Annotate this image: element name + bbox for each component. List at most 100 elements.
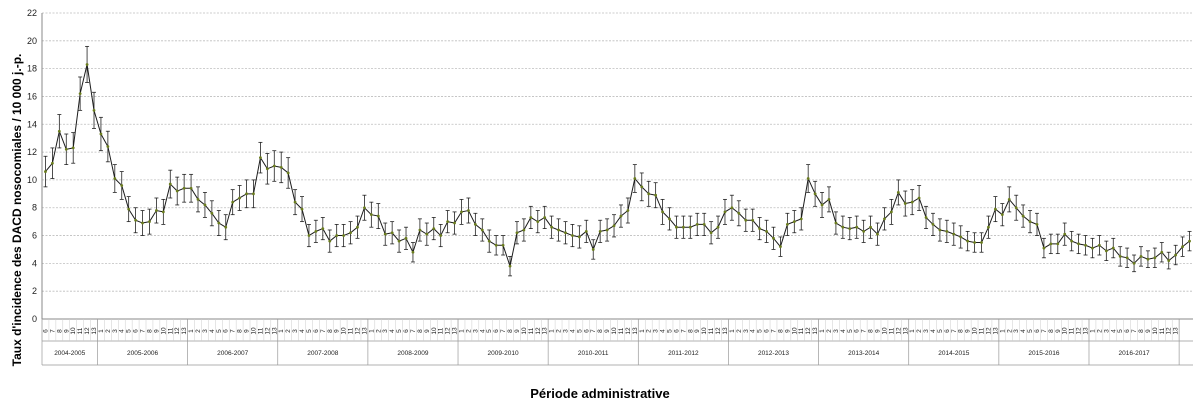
period-tick-label: 11 [1069,327,1076,334]
period-tick-label: 2 [556,329,563,333]
data-point [1049,242,1053,246]
period-tick-label: 5 [667,329,674,333]
period-tick-label: 6 [1034,329,1041,333]
data-point [1056,242,1060,246]
period-tick-label: 8 [687,329,694,333]
period-tick-label: 2 [916,329,923,333]
period-tick-label: 6 [583,329,590,333]
data-point [141,221,144,225]
y-tick-label: 12 [27,147,37,157]
data-point [1028,220,1032,224]
data-point [661,210,664,214]
data-point [827,197,831,201]
data-point [71,146,75,150]
period-tick-label: 8 [1138,329,1145,333]
data-point [460,210,463,214]
data-point [931,223,935,226]
period-tick-label: 12 [264,327,271,335]
data-point [688,225,692,229]
data-point [480,228,484,232]
data-point [168,182,172,186]
period-tick-label: 3 [202,329,209,333]
year-label: 2014-2015 [938,350,969,357]
period-tick-label: 7 [500,329,507,333]
period-tick-label: 4 [930,329,937,333]
period-tick-label: 1 [819,329,826,333]
data-point [1091,246,1094,250]
period-tick-label: 5 [1027,329,1034,333]
data-point [508,264,512,268]
period-tick-label: 2 [105,329,112,333]
period-tick-label: 5 [306,329,313,333]
period-tick-label: 3 [112,329,119,333]
data-point [335,234,339,237]
period-tick-label: 13 [812,327,819,335]
period-tick-label: 5 [847,329,854,333]
period-tick-label: 7 [410,329,417,333]
data-point [106,145,110,148]
data-point [252,192,255,196]
data-point [758,227,762,230]
period-tick-label: 12 [1166,327,1173,335]
data-point [993,207,997,211]
year-label: 2005-2006 [127,350,158,357]
year-label: 2004-2005 [54,350,85,357]
period-tick-label: 10 [160,327,167,335]
period-tick-label: 12 [174,327,181,335]
period-tick-label: 2 [195,329,202,333]
period-tick-label: 6 [493,329,500,333]
y-tick-label: 8 [32,203,37,213]
y-tick-label: 22 [27,8,37,18]
period-tick-label: 9 [244,329,251,333]
period-tick-label: 4 [389,329,396,333]
period-tick-label: 5 [126,329,133,333]
period-tick-label: 4 [119,329,126,333]
year-label: 2007-2008 [307,350,338,357]
data-point [987,225,990,229]
period-tick-label: 13 [722,327,729,335]
data-point [473,223,477,226]
period-tick-label: 12 [84,327,91,335]
period-tick-label: 11 [888,327,895,334]
data-point [619,214,623,218]
data-point [487,239,491,243]
data-point [564,231,567,235]
period-tick-label: 9 [334,329,341,333]
data-point [522,228,526,232]
period-tick-label: 10 [70,327,77,335]
data-point [425,232,429,236]
data-point [293,200,297,204]
data-point [973,241,976,244]
period-tick-label: 1 [188,329,195,333]
data-point [980,241,983,244]
data-point [224,225,228,229]
data-point [910,200,914,204]
data-point [279,165,283,169]
period-tick-label: 4 [569,329,576,333]
period-tick-label: 8 [146,329,153,333]
period-tick-label: 7 [320,329,327,333]
period-tick-label: 10 [1062,327,1069,335]
period-tick-label: 3 [1013,329,1020,333]
data-point [598,229,602,233]
data-point [799,217,803,221]
data-point [99,132,103,136]
period-tick-label: 11 [798,327,805,334]
data-point [883,217,886,221]
data-point [938,228,942,232]
period-tick-label: 1 [1089,329,1096,333]
data-point [924,216,928,219]
data-point [966,239,970,243]
period-tick-label: 9 [1055,329,1062,333]
period-tick-label: 2 [826,329,833,333]
data-point [820,203,824,207]
period-tick-label: 4 [660,329,667,333]
period-tick-label: 9 [784,329,791,333]
data-point [772,236,775,240]
period-tick-label: 7 [590,329,597,333]
data-point [397,239,401,243]
period-tick-label: 8 [868,329,875,333]
period-tick-label: 10 [521,327,528,335]
period-tick-label: 13 [632,327,639,335]
year-label: 2009-2010 [488,350,519,357]
